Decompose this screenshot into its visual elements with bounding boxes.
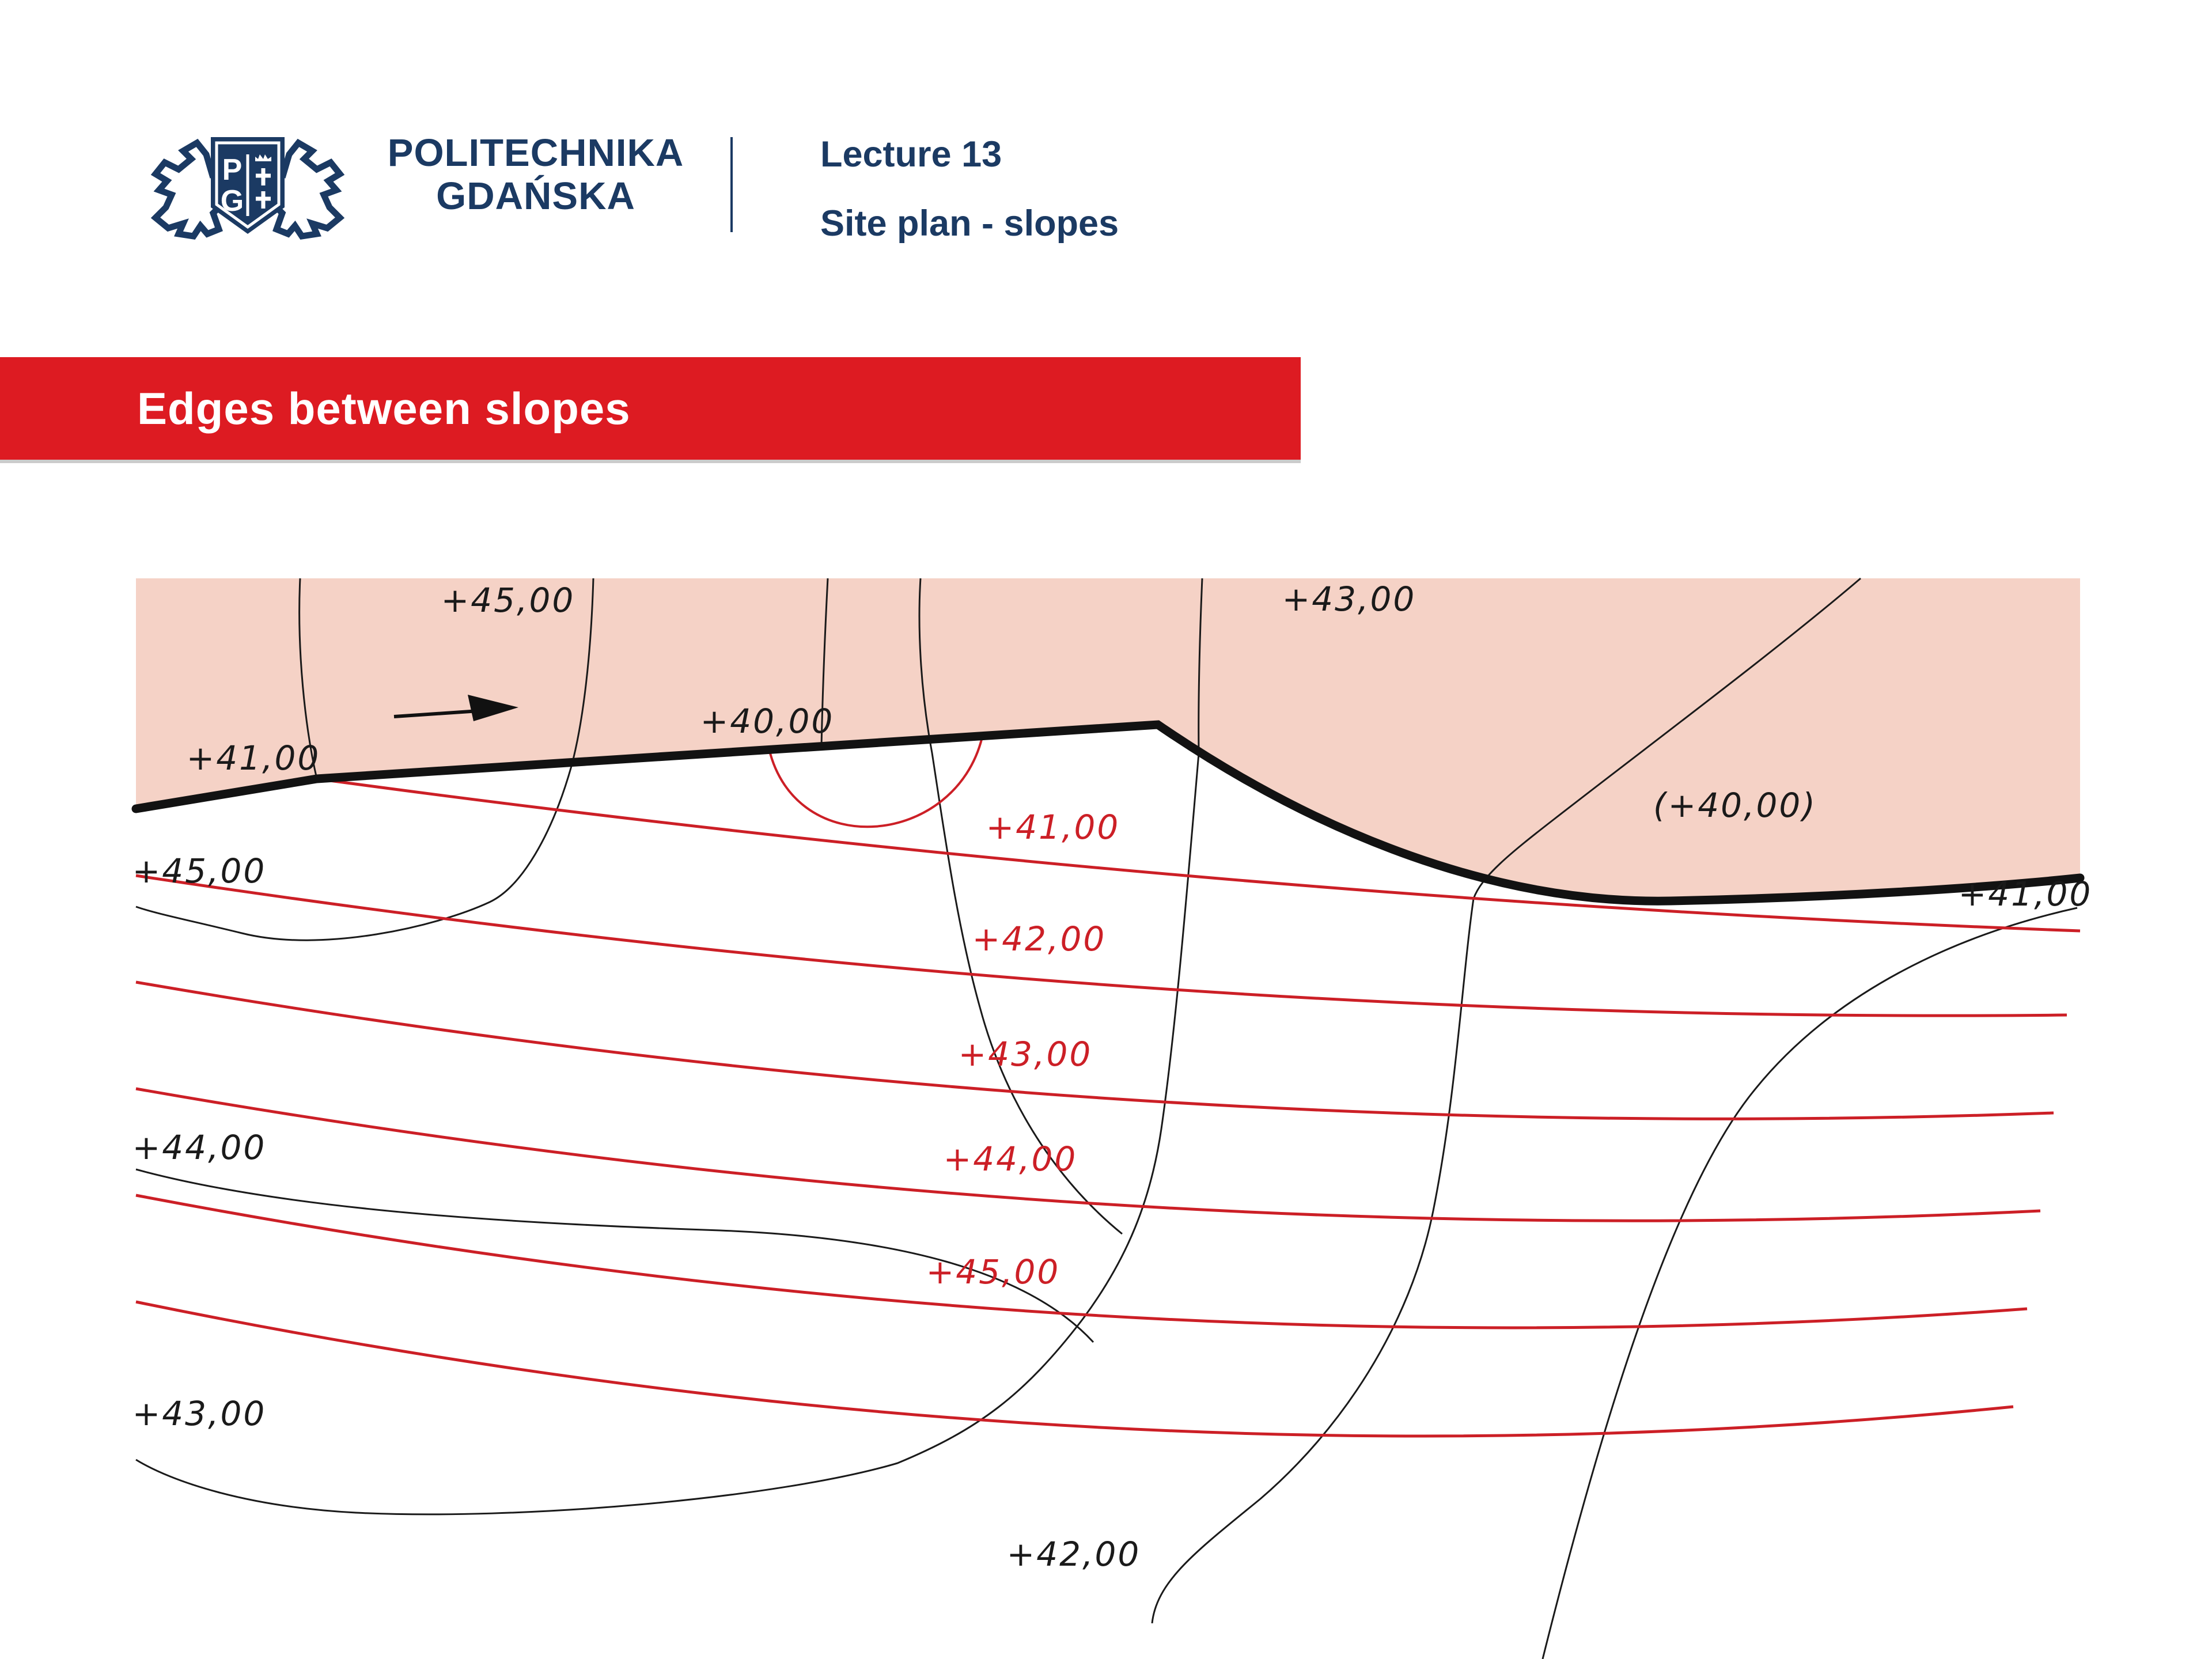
- contour-line-7: [1151, 577, 1861, 1624]
- elevation-label: +42,00: [972, 919, 1107, 959]
- university-name: POLITECHNIKA GDAŃSKA: [369, 131, 703, 218]
- elevation-label: +43,00: [1282, 579, 1416, 619]
- contour-line-1: [298, 578, 318, 779]
- elevation-label: +41,00: [187, 738, 321, 778]
- contour-line-6: [135, 1168, 1094, 1343]
- lecture-title-block: Lecture 13 Site plan - slopes: [820, 134, 1119, 244]
- elevation-label: +40,00: [700, 702, 835, 741]
- elevation-label: +44,00: [132, 1128, 267, 1167]
- slope-line-1: [316, 777, 2081, 933]
- elevation-label: +42,00: [1007, 1535, 1141, 1574]
- slope-line-5: [135, 1194, 2028, 1330]
- elevation-label: (+40,00): [1653, 786, 1817, 825]
- elevation-label: +45,00: [132, 851, 267, 891]
- crosses-icon: [256, 168, 271, 209]
- university-name-line1: POLITECHNIKA: [387, 131, 684, 175]
- contour-line-3: [820, 578, 829, 747]
- header-divider: [730, 137, 733, 232]
- lecture-subject: Site plan - slopes: [820, 203, 1119, 244]
- university-crest-icon: P G: [150, 137, 345, 240]
- elevation-label: +45,00: [441, 581, 575, 620]
- elevation-label: +43,00: [132, 1394, 267, 1433]
- contour-lines: [135, 577, 2078, 1659]
- contour-line-4: [918, 578, 1123, 1235]
- slope-line-2: [135, 874, 2067, 1017]
- crown-icon: [255, 154, 271, 161]
- contour-line-5: [135, 578, 1203, 1516]
- elevation-label: +45,00: [926, 1252, 1060, 1291]
- terrain-plateau-region: [136, 578, 2080, 902]
- section-banner: Edges between slopes: [0, 357, 1301, 460]
- direction-arrow: [393, 695, 518, 721]
- university-name-line2: GDAŃSKA: [436, 175, 635, 218]
- contour-line-2: [135, 578, 594, 941]
- slope-line-6: [135, 1300, 2014, 1438]
- slope-arc: [768, 737, 983, 828]
- elevation-label: +41,00: [1959, 874, 2093, 914]
- shield-letter-p: P: [222, 153, 243, 187]
- slope-lines: [135, 737, 2081, 1438]
- elevation-label: +44,00: [944, 1139, 1078, 1179]
- terrain-edge-line: [131, 720, 2085, 906]
- slope-line-3: [135, 980, 2054, 1120]
- lecture-number: Lecture 13: [820, 134, 1002, 175]
- elevation-label: +43,00: [959, 1035, 1093, 1074]
- shield-letter-g: G: [221, 184, 244, 218]
- elevation-labels: +45,00 +43,00 +40,00 +41,00 (+40,00) +45,00 +4…: [132, 579, 2093, 1574]
- section-title: Edges between slopes: [137, 382, 631, 434]
- contour-line-8: [1541, 907, 2078, 1659]
- arrowhead-icon: [468, 695, 518, 721]
- shield-border: [215, 141, 281, 229]
- elevation-label: +41,00: [986, 808, 1120, 847]
- slide-header: P G POLITECHNIKA GDAŃSKA Lecture 13 Site…: [0, 0, 2212, 323]
- slope-line-4: [135, 1087, 2041, 1222]
